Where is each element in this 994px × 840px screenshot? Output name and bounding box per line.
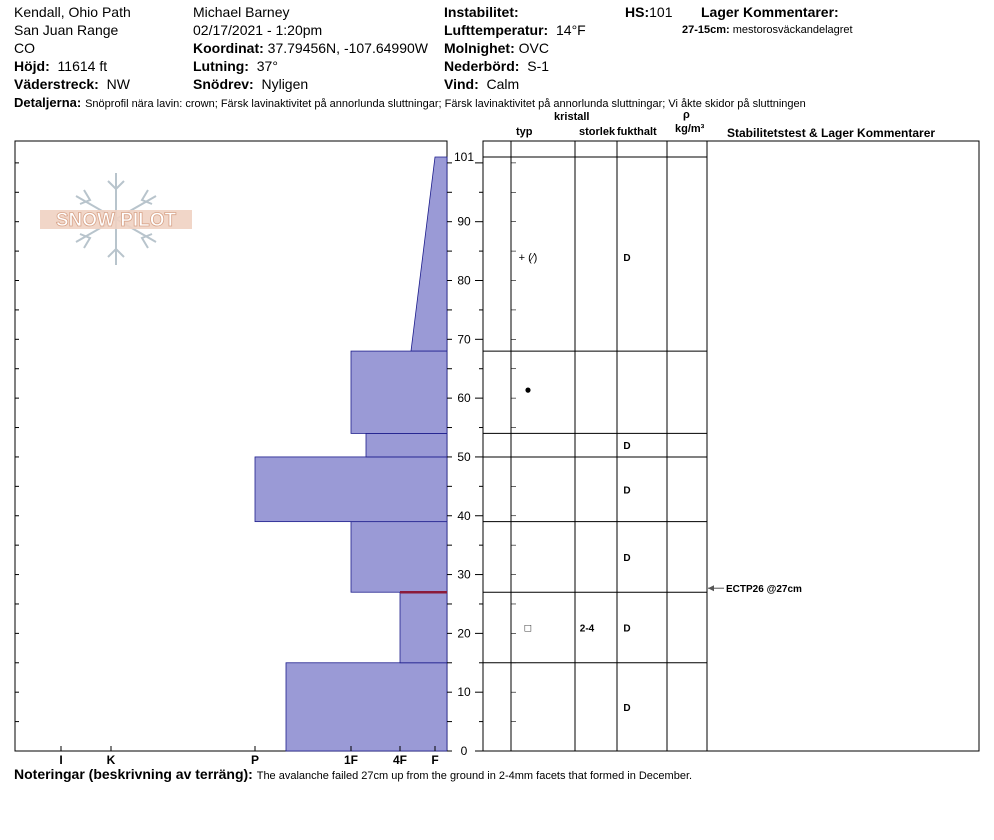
precip-value: S-1 [527, 58, 550, 74]
moisture: D [623, 441, 630, 452]
layer-comment-range: 27-15cm: [682, 24, 730, 36]
moisture: D [623, 553, 630, 564]
height-tick-label: 90 [457, 215, 471, 229]
slope: Lutning: 37° [193, 58, 278, 74]
slope-label: Lutning: [193, 58, 249, 74]
moisture: D [623, 703, 630, 714]
stability-test-result: ECTP26 @27cm [726, 584, 802, 595]
hardness-layer [365, 433, 448, 458]
col-moisture: fukthalt [617, 126, 657, 138]
hs-label: HS: [625, 4, 650, 20]
details-text: Snöprofil nära lavin: crown; Färsk lavin… [85, 98, 806, 110]
elevation-label: Höjd: [14, 58, 50, 74]
col-density-unit: kg/m³ [675, 123, 705, 135]
height-tick-label: 10 [457, 685, 471, 699]
sky-label: Molnighet: [444, 40, 515, 56]
height-tick-label: 80 [457, 274, 471, 288]
hardness-layer [399, 591, 448, 664]
drift-label: Snödrev: [193, 76, 254, 92]
grain-type: + (⁄) [519, 252, 538, 264]
height-tick-label: 70 [457, 332, 471, 346]
hardness-tick-label: P [251, 753, 259, 767]
hardness-layer [410, 156, 448, 352]
elevation-value: 11614 ft [57, 58, 108, 74]
hardness-tick-label: 1F [344, 753, 358, 767]
instability-label: Instabilitet: [444, 4, 519, 20]
sky-cover: Molnighet: OVC [444, 40, 549, 56]
col-size: storlek [579, 126, 616, 138]
observer-name: Michael Barney [193, 4, 290, 20]
wind-label: Vind: [444, 76, 479, 92]
snow-pilot-logo: SNOW PILOT [40, 173, 192, 265]
airtemp-value: 14°F [556, 22, 586, 38]
details-label: Detaljerna: [14, 95, 82, 110]
notes-label: Noteringar (beskrivning av terräng): [14, 766, 253, 782]
coord-value: 37.79456N, -107.64990W [267, 40, 428, 56]
grain-type: □ [525, 622, 532, 634]
airtemp-label: Lufttemperatur: [444, 22, 549, 38]
state-name: CO [14, 40, 35, 56]
elevation: Höjd: 11614 ft [14, 58, 107, 74]
moisture: D [623, 253, 630, 264]
hardness-layer [350, 350, 448, 434]
moisture: D [623, 623, 630, 634]
aspect-value: NW [106, 76, 130, 92]
drift-value: Nyligen [261, 76, 309, 92]
location-name: Kendall, Ohio Path [14, 4, 131, 20]
col-rho: ρ [683, 109, 690, 121]
drift: Snödrev: Nyligen [193, 76, 308, 92]
height-tick-label: 20 [457, 626, 471, 640]
hardness-tick-label: K [107, 753, 116, 767]
grain-type: ● [524, 382, 531, 396]
slope-value: 37° [256, 58, 278, 74]
precipitation: Nederbörd: S-1 [444, 58, 549, 74]
col-crystal: kristall [554, 111, 590, 123]
wind-value: Calm [486, 76, 520, 92]
height-tick-label: 30 [457, 568, 471, 582]
height-tick-label: 40 [457, 509, 471, 523]
layer-table-frame [482, 140, 980, 752]
col-stability: Stabilitetstest & Lager Kommentarer [727, 126, 936, 140]
layer-comment: 27-15cm: mestorosväckandelagret [682, 24, 853, 37]
sky-value: OVC [518, 40, 549, 56]
details: Detaljerna: Snöprofil nära lavin: crown;… [14, 94, 806, 111]
precip-label: Nederbörd: [444, 58, 520, 74]
range-name: San Juan Range [14, 22, 119, 38]
snow-height: HS:101 [625, 4, 672, 20]
observation-datetime: 02/17/2021 - 1:20pm [193, 22, 323, 38]
moisture: D [623, 485, 630, 496]
logo-text: SNOW PILOT [56, 210, 177, 231]
notes-text: The avalanche failed 27cm up from the gr… [256, 770, 693, 782]
hardness-tick-label: F [431, 753, 438, 767]
hardness-tick-label: I [59, 753, 62, 767]
air-temperature: Lufttemperatur: 14°F [444, 22, 586, 38]
coordinates: Koordinat: 37.79456N, -107.64990W [193, 40, 428, 56]
aspect: Väderstreck: NW [14, 76, 130, 92]
coord-label: Koordinat: [193, 40, 264, 56]
aspect-label: Väderstreck: [14, 76, 99, 92]
notes: Noteringar (beskrivning av terräng): The… [14, 766, 692, 783]
test-arrow-head [708, 585, 714, 592]
hardness-layer [285, 662, 448, 752]
hardness-layer [254, 456, 448, 523]
hardness-tick-label: 4F [393, 753, 407, 767]
height-tick-label: 60 [457, 391, 471, 405]
hs-value: 101 [649, 4, 673, 20]
layer-comments-title: Lager Kommentarer: [701, 4, 839, 20]
height-tick-label: 101 [454, 150, 474, 164]
wind: Vind: Calm [444, 76, 519, 92]
height-tick-label: 0 [461, 744, 468, 758]
grain-size: 2-4 [580, 623, 595, 634]
col-type: typ [516, 126, 533, 138]
height-tick-label: 50 [457, 450, 471, 464]
hardness-layer [350, 521, 448, 593]
layer-comment-text: mestorosväckandelagret [732, 24, 853, 36]
